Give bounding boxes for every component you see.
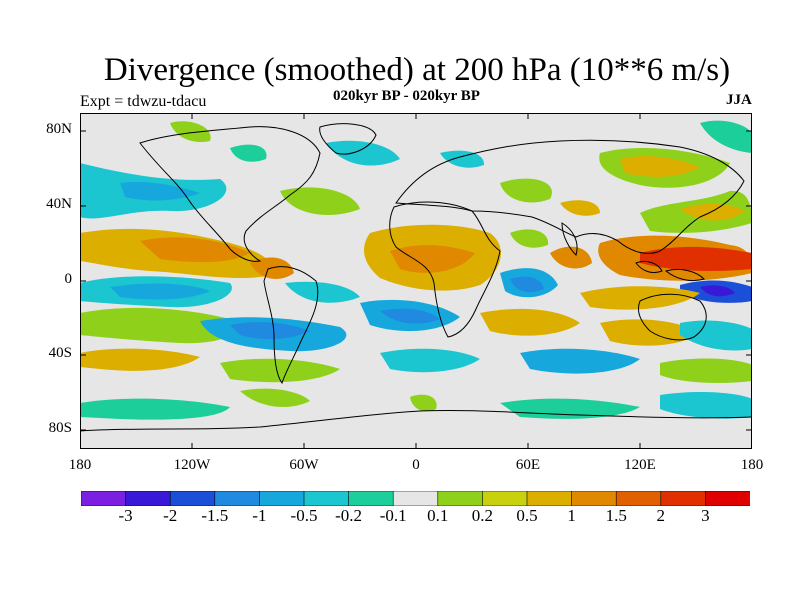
colorbar-segment [81,491,127,506]
colorbar-tick-label: 3 [701,506,710,525]
india-outline [561,222,578,256]
colorbar-segment [615,491,662,506]
lat-label-40n: 40N [46,196,72,212]
lon-label-0: 0 [412,457,420,473]
lat-label-80s: 80S [48,420,72,436]
coastlines [80,123,752,432]
colorbar [81,491,750,506]
lon-label-60e: 60E [515,457,541,473]
colorbar-segment [348,491,395,506]
colorbar-segment [259,491,305,506]
eurasia-outline [395,139,745,254]
map-panel [80,113,752,449]
divergence-fields [80,120,752,449]
lon-label-120w: 120W [173,457,211,473]
lon-label-120e: 120E [624,457,656,473]
colorbar-tick-label: -1.5 [201,506,229,525]
colorbar-segment [482,491,528,506]
colorbar-tick-label: -2 [163,506,178,525]
colorbar-segment [169,491,216,506]
north-america-outline [139,126,321,262]
lat-label-40s: 40S [48,345,72,361]
lon-label-60w: 60W [289,457,319,473]
map-ticks [80,113,752,449]
colorbar-tick-label: -1 [252,506,267,525]
lon-label-180e: 180 [740,457,764,473]
new-guinea-outline [664,268,705,282]
colorbar-tick-label: 1 [567,506,576,525]
season-label: JJA [726,92,752,108]
colorbar-segment [125,491,171,506]
colorbar-tick-label: -0.1 [379,506,407,525]
colorbar-segment [571,491,618,506]
colorbar-tick-label: 2 [656,506,666,525]
colorbar-tick-label: -0.2 [335,506,363,525]
lat-label-80n: 80N [46,121,72,137]
colorbar-tick-label: 0.1 [427,506,449,525]
experiment-label: Expt = tdwzu-tdacu [80,93,207,110]
colorbar-segment [526,491,573,506]
chart-title: Divergence (smoothed) at 200 hPa (10**6 … [103,52,731,88]
borneo-outline [635,260,663,274]
australia-outline [637,293,707,341]
colorbar-segment [705,491,750,506]
south-america-outline [263,266,319,385]
colorbar-segment [214,491,261,506]
antarctica-outline [80,409,752,432]
subtitle: 020kyr BP - 020kyr BP [333,88,480,104]
lat-label-0: 0 [64,271,73,287]
lon-label-180w: 180 [68,457,92,473]
colorbar-segment [437,491,484,506]
colorbar-tick-label: 1.5 [605,506,627,525]
greenland-outline [319,123,377,155]
colorbar-tick-label: 0.2 [471,506,494,525]
map-canvas [80,113,752,449]
colorbar-segment [392,491,439,506]
colorbar-segment [303,491,350,506]
colorbar-tick-label: -0.5 [290,506,318,525]
colorbar-segment [660,491,707,506]
colorbar-tick-label: -3 [118,506,133,525]
colorbar-tick-label: 0.5 [516,506,538,525]
